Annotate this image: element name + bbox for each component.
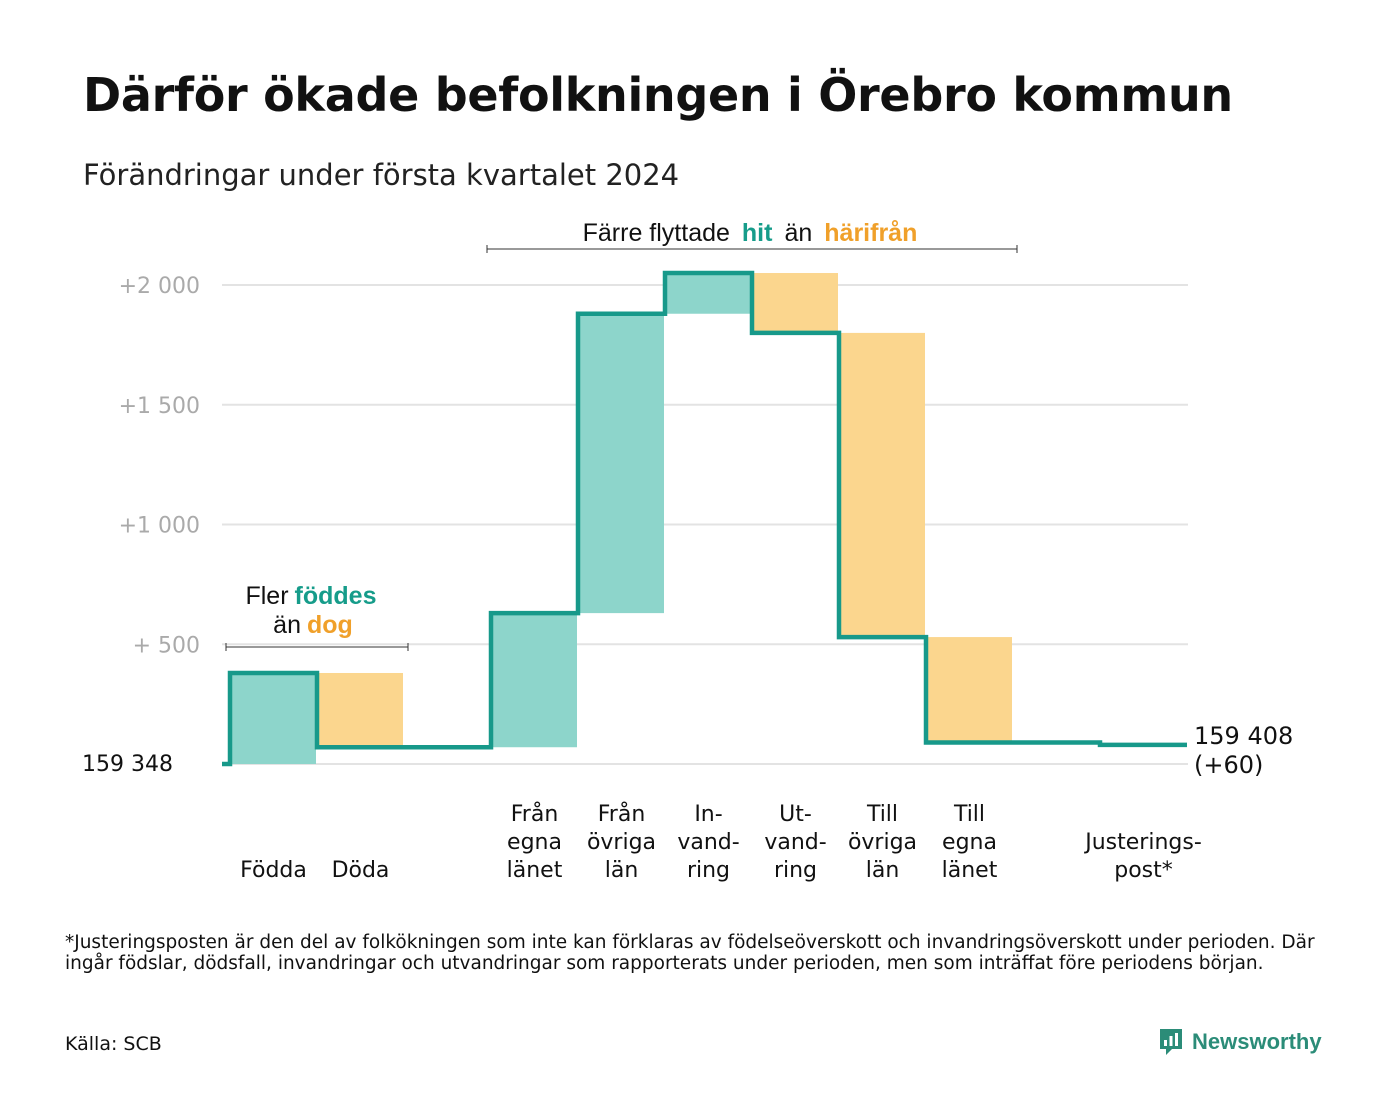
category-label: ring <box>687 858 730 883</box>
births-annotation-line1: Fler föddes <box>245 582 376 610</box>
gridlines <box>222 284 1188 765</box>
running-total-line <box>222 270 1187 767</box>
category-label: Från <box>511 801 559 827</box>
increase-bar <box>491 613 577 748</box>
migration-harifran: härifrån <box>824 219 917 247</box>
source-credit: Källa: SCB <box>65 1033 162 1055</box>
category-label: län <box>605 858 639 883</box>
y-tick-label: +1 500 <box>119 394 200 419</box>
y-tick-label: + 500 <box>133 633 200 658</box>
y-axis-ticks: + 500 +1 000 +1 500 +2 000 <box>119 274 200 658</box>
category-label: län <box>866 858 900 883</box>
category-label: länet <box>942 858 998 883</box>
category-label: egna <box>942 830 997 855</box>
brand-name: Newsworthy <box>1192 1029 1322 1054</box>
chart-subtitle: Förändringar under första kvartalet 2024 <box>83 158 680 192</box>
category-label: Till <box>953 802 985 827</box>
decrease-bar <box>839 332 925 638</box>
births-line2-pre: än <box>273 611 301 639</box>
start-value-label: 159 348 <box>82 752 173 777</box>
category-label: Ut- <box>779 802 812 827</box>
increase-bar <box>665 273 751 314</box>
births-line1-bold: föddes <box>295 582 377 610</box>
waterfall-chart: + 500 +1 000 +1 500 +2 000 Födda Döda Från egn… <box>82 219 1293 883</box>
y-tick-label: +1 000 <box>119 514 200 539</box>
decrease-bar <box>752 273 838 333</box>
category-labels: Födda Döda Från egna länet Från övriga län In-va… <box>240 801 1202 883</box>
migration-mid: än <box>784 219 812 247</box>
category-label: vand- <box>764 830 826 855</box>
births-line1-pre: Fler <box>245 582 288 610</box>
category-label: övriga <box>848 830 917 855</box>
category-label: In- <box>694 802 722 827</box>
end-change-label: (+60) <box>1194 751 1263 779</box>
migration-annotation-text: Färre flyttade hit än härifrån <box>583 219 918 247</box>
births-line2-bold: dog <box>307 611 353 639</box>
decrease-bar <box>317 672 403 748</box>
births-annotation: Fler föddes än dog <box>225 582 409 651</box>
cumulative-step-line <box>222 270 1187 767</box>
category-label: Födda <box>240 858 307 883</box>
migration-hit: hit <box>742 219 773 247</box>
category-label: vand- <box>677 830 739 855</box>
end-value-label: 159 408 <box>1194 722 1293 750</box>
category-label: post* <box>1114 858 1173 883</box>
category-label: Döda <box>332 858 390 883</box>
decrease-bar <box>926 637 1012 743</box>
newsworthy-chart-bubble-icon <box>1160 1029 1182 1055</box>
category-label: Till <box>866 802 898 827</box>
y-tick-label: +2 000 <box>119 274 200 299</box>
migration-annotation: Färre flyttade hit än härifrån <box>486 219 1018 253</box>
category-label: egna <box>507 830 562 855</box>
increase-bar <box>578 313 664 614</box>
chart-title: Därför ökade befolkningen i Örebro kommu… <box>83 68 1233 122</box>
increase-bar <box>230 672 316 764</box>
category-label: länet <box>507 858 563 883</box>
brand-logo: Newsworthy <box>1158 1027 1322 1057</box>
category-label: Justerings- <box>1083 830 1202 855</box>
footnote: *Justeringsposten är den del av folkökni… <box>65 932 1315 974</box>
migration-pre: Färre flyttade <box>583 219 730 247</box>
category-label: Från <box>598 801 646 827</box>
bars <box>230 273 1012 764</box>
category-label: ring <box>774 858 817 883</box>
category-label: övriga <box>587 830 656 855</box>
births-annotation-line2: än dog <box>273 611 353 639</box>
